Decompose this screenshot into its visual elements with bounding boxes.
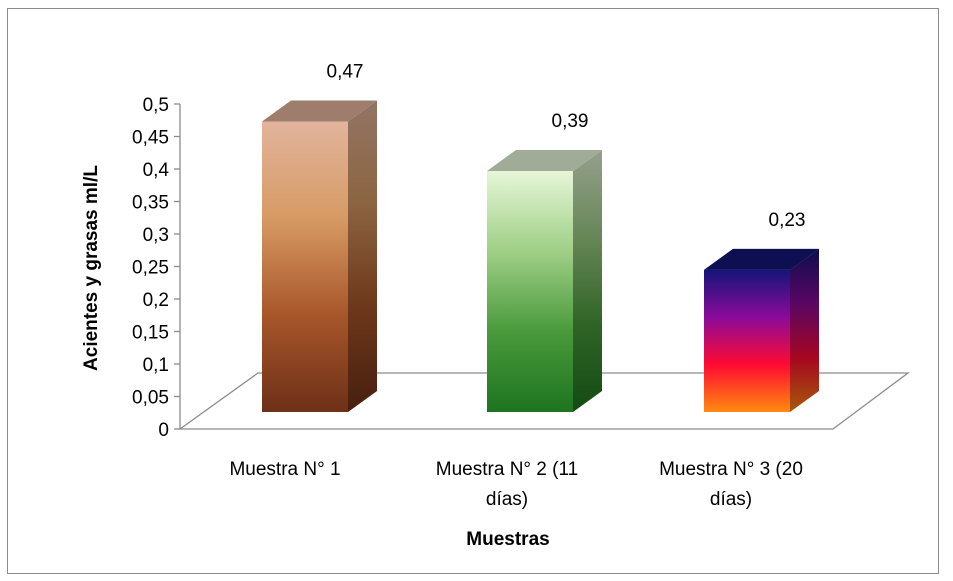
data-label: 0,39 bbox=[552, 111, 589, 132]
x-tick-label: Muestra N° 2 (11 bbox=[436, 459, 578, 480]
y-tick-label: 0,2 bbox=[143, 290, 169, 311]
x-tick-label: Muestra N° 1 bbox=[229, 459, 340, 480]
bar-side-face bbox=[348, 100, 377, 412]
y-tick-label: 0,05 bbox=[132, 388, 169, 409]
bar-top-face bbox=[704, 248, 819, 270]
y-tick-label: 0,15 bbox=[132, 323, 169, 344]
bar-front-face bbox=[487, 170, 573, 412]
y-tick-label: 0,3 bbox=[143, 225, 169, 246]
x-tick-label: Muestra N° 3 (20 bbox=[659, 459, 803, 480]
x-tick-label: días) bbox=[486, 489, 528, 510]
y-tick-label: 0,5 bbox=[143, 95, 169, 116]
bar-3 bbox=[704, 248, 819, 412]
bar-front-face bbox=[704, 269, 790, 412]
bar-side-face bbox=[790, 248, 819, 412]
y-tick-label: 0,35 bbox=[132, 193, 169, 214]
bar-side-face bbox=[573, 149, 602, 413]
y-axis-title: Acientes y grasas ml/L bbox=[81, 165, 102, 371]
bar-1 bbox=[262, 100, 377, 412]
bar-top-face bbox=[262, 100, 377, 122]
x-axis-title: Muestras bbox=[466, 529, 549, 550]
y-tick-label: 0 bbox=[158, 420, 169, 441]
bar-2 bbox=[487, 149, 602, 413]
bar-top-shade bbox=[262, 100, 377, 122]
data-label: 0,47 bbox=[327, 62, 364, 83]
bar-side-shade bbox=[573, 149, 602, 413]
bar-side-shade bbox=[790, 248, 819, 412]
data-label: 0,23 bbox=[769, 210, 806, 231]
bar-top-shade bbox=[487, 149, 602, 171]
bar-front-face bbox=[262, 121, 348, 412]
x-tick-label: días) bbox=[710, 489, 752, 510]
bar-side-shade bbox=[348, 100, 377, 412]
y-tick-label: 0,1 bbox=[143, 355, 169, 376]
y-tick-label: 0,4 bbox=[143, 160, 170, 181]
y-tick-label: 0,45 bbox=[132, 128, 169, 149]
bar-top-face bbox=[487, 149, 602, 171]
y-tick-label: 0,25 bbox=[132, 258, 169, 279]
bar-top-shade bbox=[704, 248, 819, 270]
chart-floor bbox=[177, 372, 910, 430]
